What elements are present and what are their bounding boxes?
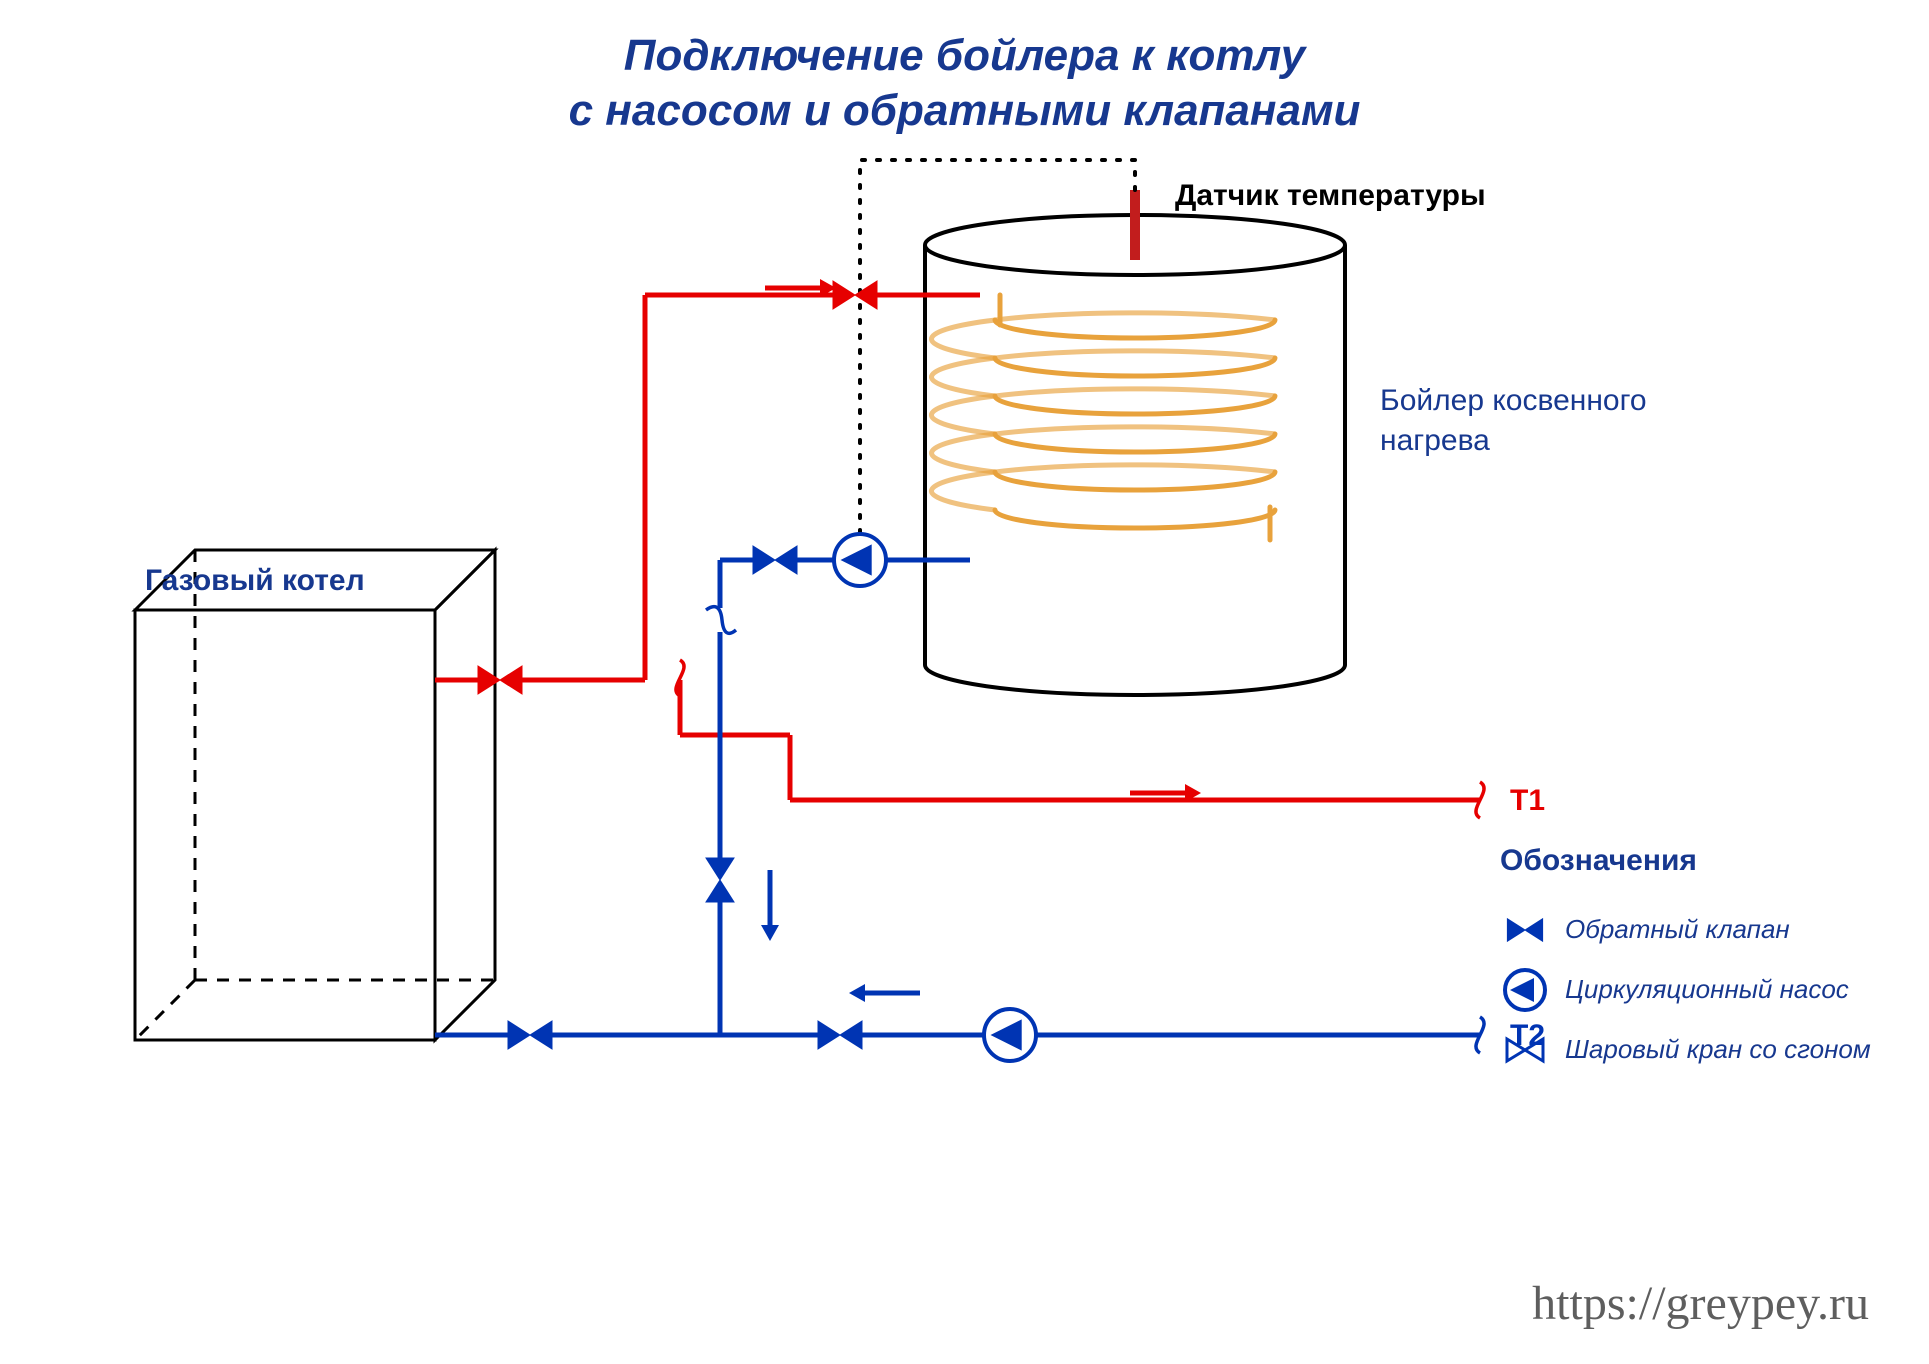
source-url: https://greypey.ru [1532, 1277, 1869, 1330]
legend-check-valve-label: Обратный клапан [1565, 914, 1790, 944]
indirect-boiler-label-l2: нагрева [1380, 424, 1490, 457]
cold-return-pump [834, 534, 886, 586]
temperature-sensor-label: Датчик температуры [1175, 179, 1486, 212]
legend-pump-icon [1505, 970, 1545, 1010]
cold-t2-pump [984, 1009, 1036, 1061]
title-line2: с насосом и обратными клапанами [569, 86, 1361, 135]
title-line1: Подключение бойлера к котлу [624, 31, 1308, 80]
indirect-boiler-label-l1: Бойлер косвенного [1380, 384, 1647, 417]
legend-title: Обозначения [1500, 844, 1697, 877]
legend-ball-valve-label: Шаровый кран со сгоном [1565, 1034, 1871, 1064]
t1-label: Т1 [1510, 784, 1545, 817]
legend-pump-label: Циркуляционный насос [1565, 974, 1849, 1004]
gas-boiler-label: Газовый котел [145, 564, 365, 597]
